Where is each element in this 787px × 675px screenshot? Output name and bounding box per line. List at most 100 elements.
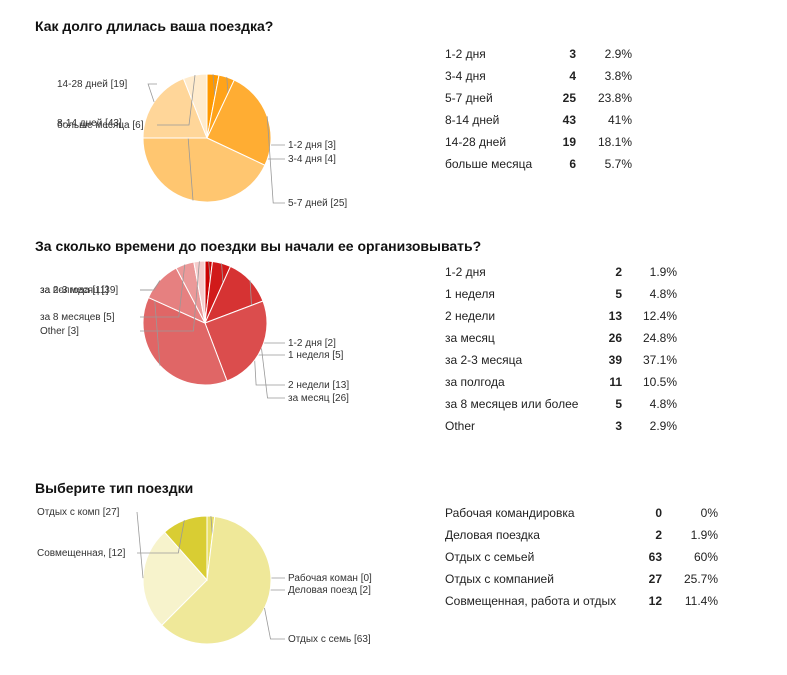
- row-count: 13: [608, 309, 622, 323]
- row-percent: 4.8%: [649, 397, 677, 411]
- row-percent: 11.4%: [684, 594, 718, 608]
- row-count: 3: [569, 47, 576, 61]
- pie-slice-label: Рабочая коман [0]: [288, 572, 372, 584]
- row-percent: 2.9%: [649, 419, 677, 433]
- pie-chart-trip-duration: 1-2 дня [3] 3-4 дня [4] 5-7 дней [25] 8-14 …: [57, 73, 347, 209]
- pie-leader-line: [137, 520, 185, 554]
- pie-slice-label: 1 неделя [5]: [288, 350, 344, 361]
- row-percent: 23.8%: [597, 91, 632, 105]
- row-percent: 1.9%: [690, 528, 718, 542]
- row-count: 0: [655, 506, 662, 520]
- row-label: 1 неделя: [445, 287, 495, 301]
- row-count: 12: [648, 594, 662, 608]
- pie-slice: [193, 260, 206, 324]
- pie-slice-label: Отдых с комп [27]: [37, 507, 120, 518]
- row-label: Отдых с компанией: [445, 572, 554, 586]
- table-row: Отдых с семьей 63 60%: [445, 546, 718, 568]
- row-count: 4: [569, 69, 576, 83]
- row-count: 2: [615, 265, 622, 279]
- pie-slice: [161, 515, 272, 645]
- row-percent: 2.9%: [604, 47, 632, 61]
- pie-slice-label: за 8 месяцев [5]: [40, 312, 115, 323]
- row-label: больше месяца: [445, 157, 533, 171]
- pie-slice-label: за полгода [11]: [40, 285, 109, 296]
- pie-leader-line: [266, 116, 285, 204]
- pie-leader-line: [264, 607, 285, 640]
- table-row: за 2-3 месяца 39 37.1%: [445, 349, 677, 371]
- row-percent: 37.1%: [642, 353, 677, 367]
- table-row: Other 3 2.9%: [445, 415, 677, 437]
- row-label: 14-28 дней: [445, 135, 507, 149]
- chart-title: За сколько времени до поездки вы начали …: [35, 238, 482, 254]
- pie-slice-label: Деловая поезд [2]: [288, 585, 371, 596]
- row-percent: 5.7%: [604, 157, 632, 171]
- row-percent: 0%: [700, 506, 718, 520]
- row-label: 1-2 дня: [445, 265, 486, 279]
- row-label: за полгода: [445, 375, 505, 389]
- row-percent: 25.7%: [683, 572, 718, 586]
- row-count: 43: [562, 113, 576, 127]
- row-percent: 41%: [607, 113, 632, 127]
- row-percent: 4.8%: [649, 287, 677, 301]
- pie-chart-planning-time: 1-2 дня [2]1 неделя [5] 2 недели [13] за м…: [40, 260, 349, 404]
- pie-leader-line: [136, 511, 144, 579]
- summary-table-trip-type: Рабочая командировка 0 0% Деловая поездка 2 1…: [445, 502, 718, 612]
- table-row: Совмещенная, работа и отдых 12 11.4%: [445, 590, 718, 612]
- chart-section-trip-duration: Как долго длилась ваша поездка? 1-2 дня …: [0, 18, 787, 209]
- table-row: 3-4 дня 4 3.8%: [445, 65, 632, 87]
- row-label: 5-7 дней: [445, 91, 493, 105]
- pie-leader-line: [140, 280, 161, 291]
- row-percent: 1.9%: [649, 265, 677, 279]
- pie-leader-line: [140, 264, 186, 318]
- row-label: за 8 месяцев или более: [445, 397, 579, 411]
- pie-leader-line: [140, 261, 200, 332]
- table-row: 5-7 дней 25 23.8%: [445, 87, 632, 109]
- pie-leader-line: [147, 83, 157, 103]
- row-label: 2 недели: [445, 309, 496, 323]
- row-count: 19: [562, 135, 576, 149]
- row-count: 6: [569, 157, 576, 171]
- table-row: 14-28 дней 19 18.1%: [445, 131, 632, 153]
- chart-title: Выберите тип поездки: [35, 480, 194, 496]
- pie-slice-label: 1-2 дня [3]: [288, 140, 336, 151]
- chart-section-planning-time: За сколько времени до поездки вы начали …: [0, 238, 787, 438]
- table-row: за полгода 11 10.5%: [445, 371, 677, 393]
- pie-slice-label: Отдых с семь [63]: [288, 634, 371, 645]
- row-label: Рабочая командировка: [445, 506, 575, 520]
- table-row: 2 недели 13 12.4%: [445, 305, 677, 327]
- pie-chart-trip-type: Рабочая коман [0]Деловая поезд [2] Отдых …: [37, 507, 372, 645]
- pie-slice-label: за 2-3 месяц [39]: [40, 285, 118, 296]
- chart-title: Как долго длилась ваша поездка?: [35, 18, 274, 34]
- pie-slice-label: 5-7 дней [25]: [288, 198, 347, 209]
- table-row: 8-14 дней 43 41%: [445, 109, 632, 131]
- row-percent: 18.1%: [597, 135, 632, 149]
- row-label: Деловая поездка: [445, 528, 540, 542]
- pie-slice-label: 2 недели [13]: [288, 380, 349, 391]
- summary-table-trip-duration: 1-2 дня 3 2.9% 3-4 дня 4 3.8% 5-7 дней 25 23.8% 8…: [445, 43, 632, 175]
- row-label: 1-2 дня: [445, 47, 486, 61]
- table-row: 1 неделя 5 4.8%: [445, 283, 677, 305]
- row-label: Совмещенная, работа и отдых: [445, 594, 617, 608]
- row-label: Other: [445, 419, 476, 433]
- pie-slice-label: больше месяца [6]: [57, 119, 144, 131]
- table-row: Отдых с компанией 27 25.7%: [445, 568, 718, 590]
- pie-slice-label: Other [3]: [40, 326, 79, 337]
- row-label: Отдых с семьей: [445, 550, 535, 564]
- table-row: Рабочая командировка 0 0%: [445, 502, 718, 524]
- pie-slice-label: 3-4 дня [4]: [288, 154, 336, 165]
- row-count: 3: [615, 419, 622, 433]
- pie-slice: [142, 77, 208, 139]
- row-count: 11: [609, 375, 622, 389]
- row-percent: 24.8%: [642, 331, 677, 345]
- row-count: 26: [608, 331, 622, 345]
- table-row: за 8 месяцев или более 5 4.8%: [445, 393, 677, 415]
- table-row: 1-2 дня 3 2.9%: [445, 43, 632, 65]
- pie-slice-label: Совмещенная, [12]: [37, 548, 126, 559]
- pie-leader-line: [157, 75, 196, 126]
- pie-slice-label: за месяц [26]: [288, 393, 349, 404]
- row-count: 5: [615, 287, 622, 301]
- chart-section-trip-type: Выберите тип поездки Рабочая коман [0] Де…: [0, 480, 787, 670]
- row-label: 3-4 дня: [445, 69, 486, 83]
- row-label: за месяц: [445, 331, 495, 345]
- row-count: 2: [655, 528, 662, 542]
